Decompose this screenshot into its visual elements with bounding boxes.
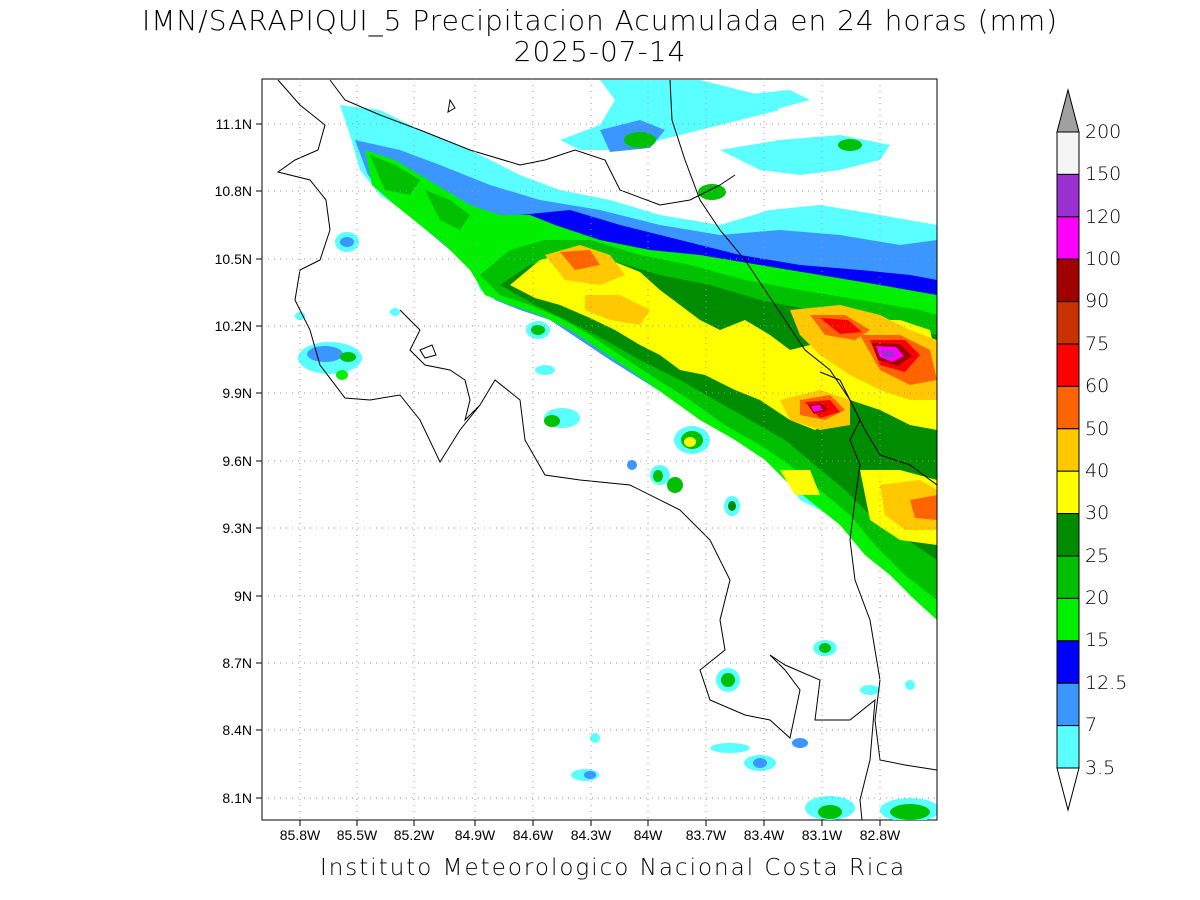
legend-swatch (1056, 597, 1080, 642)
legend-over-arrow (1056, 88, 1080, 133)
legend-swatch (1056, 682, 1080, 727)
legend-swatch (1056, 555, 1080, 599)
legend-label: 3.5 (1085, 757, 1116, 779)
legend-label: 12.5 (1085, 672, 1128, 694)
lat-label: 10.5N (214, 251, 252, 267)
legend-label: 20 (1085, 587, 1110, 609)
legend-label: 60 (1085, 375, 1110, 397)
precipitation-field (295, 80, 937, 820)
lon-label: 84.9W (454, 827, 496, 843)
legend-swatch (1056, 258, 1080, 303)
lon-label: 82.8W (859, 827, 901, 843)
color-legend (1056, 88, 1080, 812)
legend-label: 120 (1085, 206, 1122, 228)
legend-label: 25 (1085, 545, 1110, 567)
lon-label: 83.4W (743, 827, 785, 843)
lat-label: 9N (234, 588, 252, 604)
legend-label: 100 (1085, 248, 1122, 270)
lon-label: 83.7W (685, 827, 727, 843)
legend-swatch (1056, 216, 1080, 260)
legend-label: 40 (1085, 460, 1110, 482)
lon-label: 84.6W (512, 827, 554, 843)
legend-swatch (1056, 725, 1080, 769)
legend-swatch (1056, 301, 1080, 345)
lon-label: 84W (633, 827, 663, 843)
legend-under-arrow (1056, 767, 1080, 812)
lon-label: 83.1W (801, 827, 843, 843)
lon-label: 85.2W (393, 827, 435, 843)
legend-label: 30 (1085, 502, 1110, 524)
legend-swatch (1056, 513, 1080, 557)
legend-swatch (1056, 470, 1080, 515)
legend-swatch (1056, 385, 1080, 430)
legend-label: 7 (1085, 714, 1098, 736)
lat-label: 8.7N (222, 655, 252, 671)
legend-label: 90 (1085, 290, 1110, 312)
lon-label: 84.3W (570, 827, 612, 843)
legend-swatch (1056, 428, 1080, 472)
legend-swatch (1056, 131, 1080, 175)
lat-label: 10.8N (214, 183, 252, 199)
lat-label: 11.1N (215, 116, 252, 132)
legend-swatch (1056, 343, 1080, 387)
lon-label: 85.8W (279, 827, 321, 843)
legend-label: 150 (1085, 163, 1122, 185)
legend-label: 50 (1085, 418, 1110, 440)
lat-label: 9.9N (222, 385, 252, 401)
legend-swatch (1056, 640, 1080, 684)
lat-label: 9.6N (222, 453, 252, 469)
coastlines (276, 79, 937, 820)
legend-label: 200 (1085, 121, 1122, 143)
lat-label: 10.2N (214, 318, 252, 334)
legend-label: 75 (1085, 333, 1110, 355)
map-date: 2025-07-14 (513, 35, 687, 68)
map-title: IMN/SARAPIQUI_5 Precipitacion Acumulada … (141, 4, 1059, 37)
legend-swatch (1056, 173, 1080, 218)
lon-label: 85.5W (336, 827, 378, 843)
lat-label: 8.1N (222, 790, 252, 806)
footer-credit: Instituto Meteorologico Nacional Costa R… (319, 855, 907, 881)
axis-ticks (256, 123, 881, 826)
lat-label: 9.3N (222, 520, 252, 536)
lat-label: 8.4N (222, 722, 252, 738)
legend-label: 15 (1085, 629, 1110, 651)
